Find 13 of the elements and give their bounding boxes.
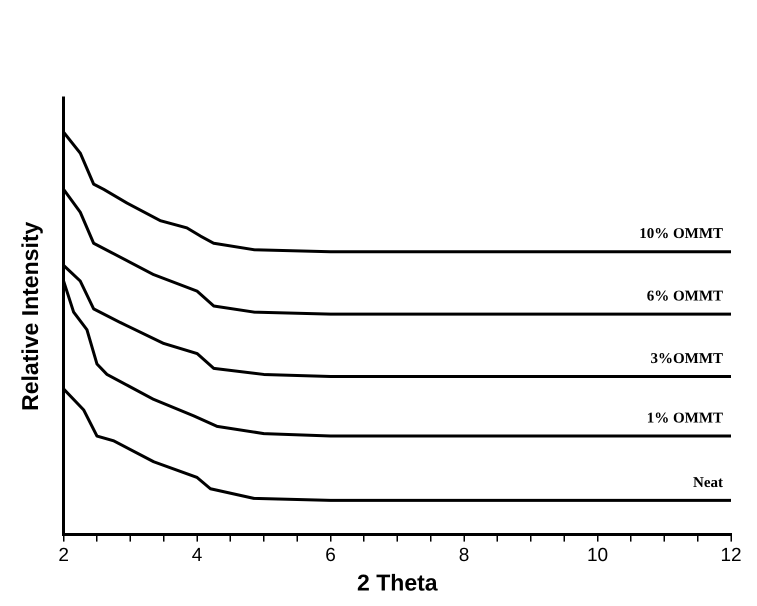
x-tick-label: 4 (192, 545, 203, 566)
x-axis-title: 2 Theta (357, 570, 438, 596)
series-label: 1% OMMT (646, 410, 723, 426)
series-label: 3%OMMT (650, 350, 723, 367)
series-label: Neat (693, 474, 723, 491)
x-tick-label: 6 (325, 545, 336, 566)
series-label: 10% OMMT (639, 226, 723, 242)
x-tick-label: 2 (58, 545, 69, 566)
series-label: 6% OMMT (646, 288, 723, 304)
x-tick-label: 8 (458, 545, 470, 566)
x-tick-label: 12 (720, 545, 742, 566)
x-tick-label: 10 (586, 545, 608, 566)
y-axis-title: Relative Intensity (17, 222, 44, 411)
